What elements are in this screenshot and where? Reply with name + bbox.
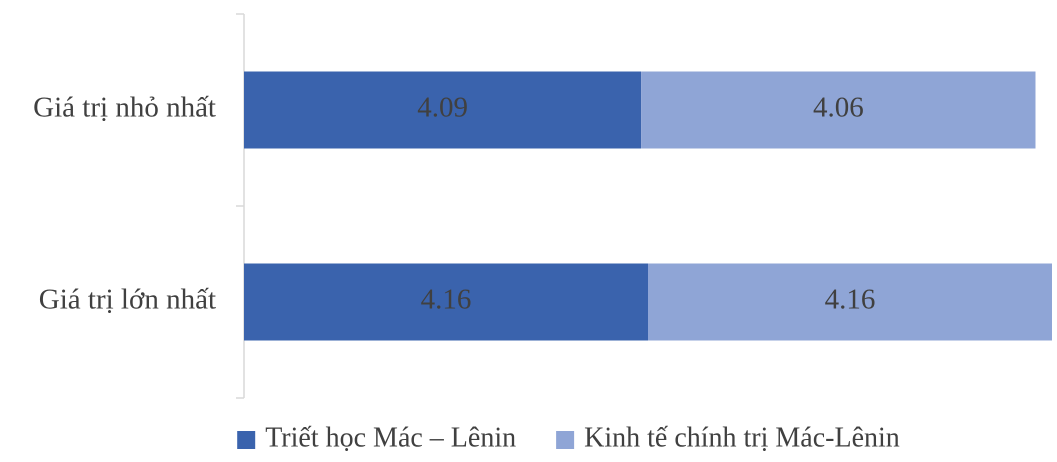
data-label: 4.06: [813, 92, 864, 124]
legend-label: Triết học Mác – Lênin: [265, 422, 516, 453]
data-label: 4.16: [825, 284, 876, 316]
bar-segment: [648, 263, 1052, 341]
legend-swatch: [556, 431, 575, 449]
bar-segment: [244, 263, 648, 341]
bar-segment: [641, 71, 1036, 149]
bar-segment: [244, 71, 642, 149]
category-label: Giá trị nhỏ nhất: [33, 92, 216, 124]
legend-label: Kinh tế chính trị Mác-Lênin: [584, 422, 900, 453]
category-label: Giá trị lớn nhất: [39, 284, 216, 316]
legend-swatch: [237, 431, 256, 449]
data-label: 4.09: [417, 92, 468, 124]
data-label: 4.16: [421, 284, 472, 316]
